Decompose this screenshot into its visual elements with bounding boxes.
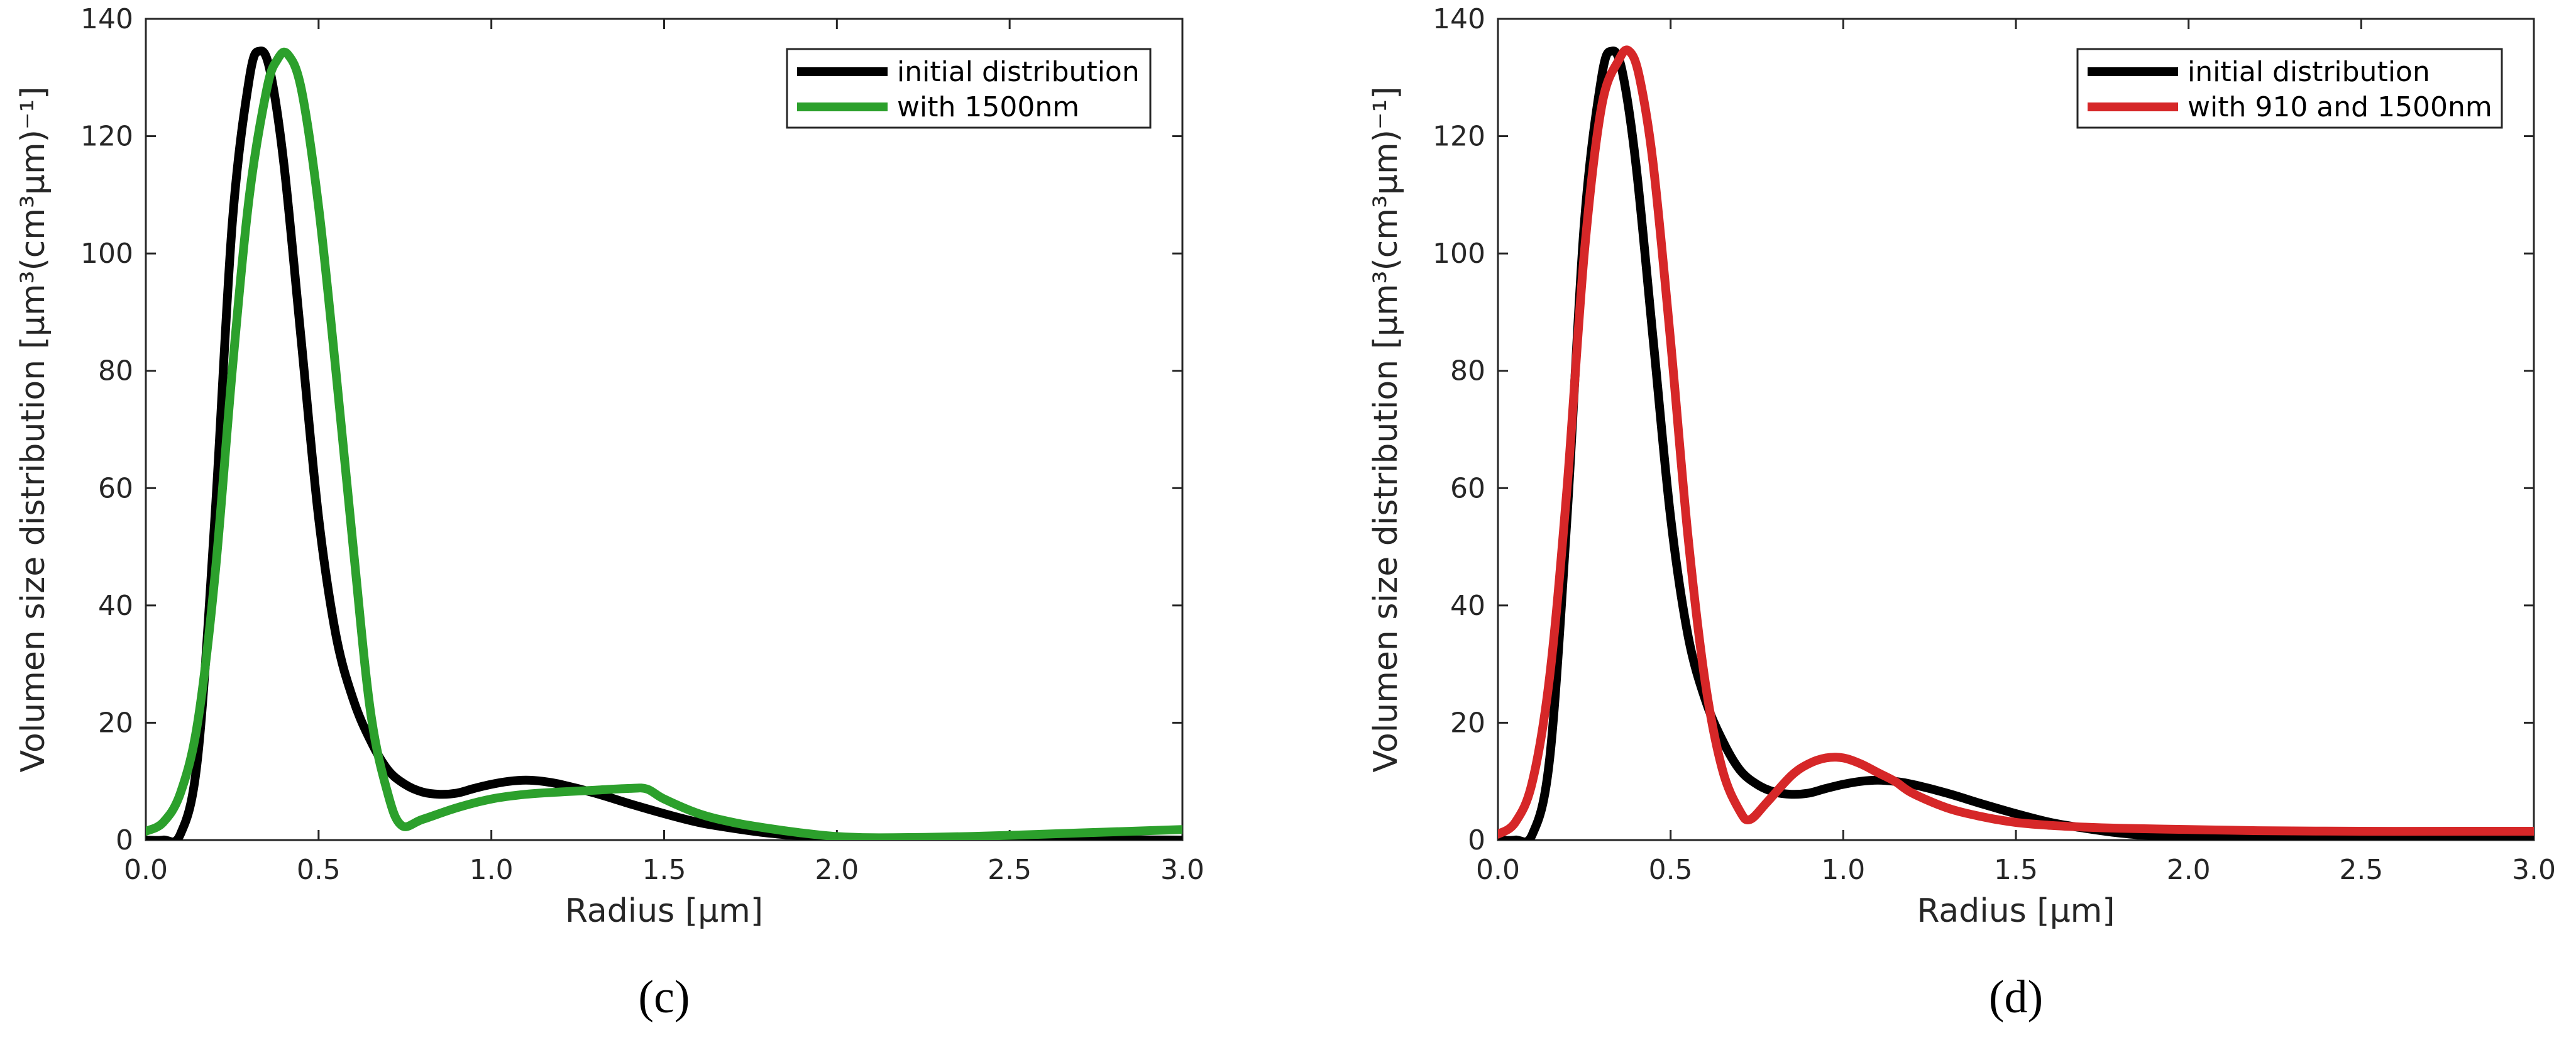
series-line-modified-distribution bbox=[1498, 45, 2534, 839]
x-tick-label: 2.0 bbox=[815, 854, 859, 886]
y-tick-label: 0 bbox=[116, 824, 133, 856]
x-axis-label: Radius [μm] bbox=[565, 892, 763, 930]
y-tick-label: 60 bbox=[1450, 472, 1485, 504]
x-tick-label: 0.0 bbox=[1476, 854, 1520, 886]
y-tick-label: 80 bbox=[1450, 355, 1485, 387]
legend-box bbox=[2076, 48, 2503, 129]
x-tick-label: 0.5 bbox=[297, 854, 341, 886]
y-axis-label: Volumen size distribution [μm³(cm³μm)⁻¹] bbox=[1367, 87, 1405, 773]
x-axis-label: Radius [μm] bbox=[1917, 892, 2115, 930]
x-tick-label: 2.0 bbox=[2167, 854, 2211, 886]
y-tick-label: 100 bbox=[1433, 238, 1485, 270]
panel-label: (c) bbox=[638, 971, 690, 1023]
legend-entry-label: with 910 and 1500nm bbox=[2188, 91, 2492, 123]
series-line-initial-distribution bbox=[146, 47, 1182, 840]
y-tick-label: 120 bbox=[80, 121, 133, 153]
legend-box bbox=[786, 48, 1152, 129]
y-tick-label: 40 bbox=[1450, 590, 1485, 622]
y-tick-label: 140 bbox=[1433, 3, 1485, 35]
legend-entry-label: initial distribution bbox=[897, 56, 1140, 88]
y-tick-label: 20 bbox=[1450, 707, 1485, 739]
x-tick-label: 1.0 bbox=[1821, 854, 1865, 886]
plot-area-frame bbox=[1497, 18, 2535, 841]
series-line-modified-distribution bbox=[146, 47, 1182, 840]
x-tick-label: 2.5 bbox=[2339, 854, 2383, 886]
y-tick-label: 0 bbox=[1468, 824, 1485, 856]
y-axis-label: Volumen size distribution [μm³(cm³μm)⁻¹] bbox=[14, 87, 52, 773]
legend-entry-label: initial distribution bbox=[2188, 56, 2430, 88]
x-tick-label: 3.0 bbox=[1160, 854, 1204, 886]
x-tick-label: 1.0 bbox=[470, 854, 514, 886]
x-tick-label: 2.5 bbox=[988, 854, 1032, 886]
panel-label: (d) bbox=[1989, 971, 2043, 1023]
legend-entry-label: with 1500nm bbox=[897, 91, 1079, 123]
y-tick-label: 120 bbox=[1433, 121, 1485, 153]
y-tick-label: 20 bbox=[98, 707, 133, 739]
y-tick-label: 100 bbox=[80, 238, 133, 270]
y-tick-label: 40 bbox=[98, 590, 133, 622]
x-tick-label: 1.5 bbox=[642, 854, 686, 886]
x-tick-label: 0.0 bbox=[124, 854, 168, 886]
y-tick-label: 60 bbox=[98, 472, 133, 504]
chart-panel-d: 0.0 0.5 1.0 1.5 2.0 2.5 3.0 0 20 40 60 80 100 120 140 R… bbox=[1367, 3, 2556, 1023]
plot-area-frame bbox=[145, 18, 1184, 841]
x-tick-label: 0.5 bbox=[1649, 854, 1693, 886]
y-tick-label: 140 bbox=[80, 3, 133, 35]
x-tick-label: 3.0 bbox=[2512, 854, 2556, 886]
y-tick-label: 80 bbox=[98, 355, 133, 387]
x-tick-label: 1.5 bbox=[1994, 854, 2038, 886]
chart-panel-c: 0.0 0.5 1.0 1.5 2.0 2.5 3.0 0 20 40 60 80 100 120 140 R… bbox=[14, 3, 1204, 1023]
